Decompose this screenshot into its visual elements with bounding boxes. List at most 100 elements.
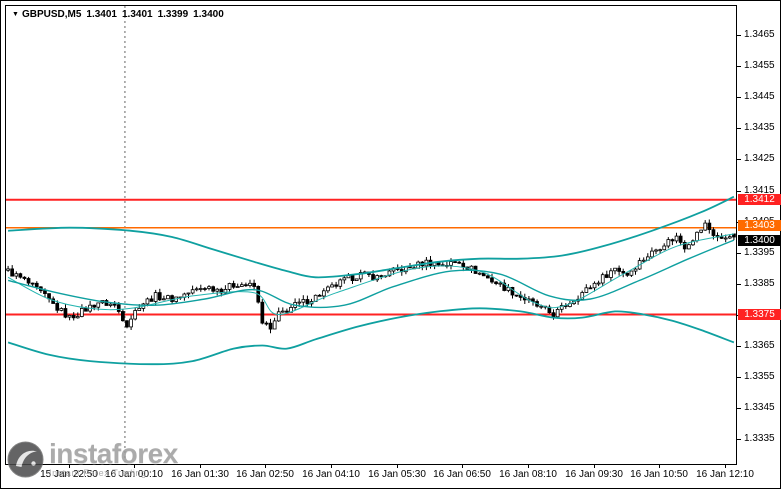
ohlc-high: 1.3401 — [121, 9, 153, 20]
price-tick-mark — [737, 253, 741, 254]
candle-body — [485, 275, 490, 279]
price-tick-mark — [737, 128, 741, 129]
price-tick-mark — [737, 346, 741, 347]
candle-body — [186, 292, 191, 295]
candle-body — [449, 261, 453, 266]
candle-body — [481, 272, 486, 277]
candle-body — [559, 305, 564, 310]
bollinger-middle-line — [7, 239, 735, 309]
candle-body — [321, 290, 326, 297]
price-tick-mark — [737, 97, 741, 98]
candle-body — [161, 298, 166, 301]
price-axis[interactable]: 1.34651.34551.34451.34351.34251.34151.34… — [737, 6, 781, 464]
price-badge-1.3375: 1.3375 — [738, 309, 781, 320]
candle-body — [728, 236, 732, 239]
ohlc-close: 1.3400 — [193, 9, 224, 20]
candle-body — [285, 310, 289, 313]
bollinger-upper-line — [8, 195, 735, 279]
time-tick-mark — [200, 465, 201, 468]
candle-body — [59, 308, 64, 311]
candle-body — [112, 303, 117, 306]
candle-body — [461, 262, 466, 268]
time-axis[interactable]: 15 Jan 22:50 16 Jan 00:10 16 Jan 01:30 16 J… — [5, 465, 754, 490]
candle-body — [6, 268, 10, 271]
time-tick-mark — [331, 465, 332, 468]
candle-body — [375, 275, 380, 281]
candle-body — [580, 292, 585, 300]
candle-body — [584, 287, 589, 293]
candle-body — [235, 286, 240, 288]
candle-body — [80, 307, 84, 317]
price-badge-1.3412: 1.3412 — [738, 194, 781, 205]
candle-body — [330, 284, 334, 288]
time-axis-label: 16 Jan 09:30 — [565, 469, 623, 480]
candle-body — [670, 239, 675, 242]
candle-body — [617, 267, 622, 272]
candle-body — [166, 295, 170, 300]
price-axis-label: 1.3415 — [744, 185, 775, 196]
time-tick-mark — [659, 465, 660, 468]
candle-body — [305, 299, 310, 305]
candle-body — [252, 282, 256, 287]
candle-body — [457, 261, 462, 264]
candle-body — [674, 235, 679, 242]
candle-body — [198, 288, 203, 290]
candle-body — [264, 322, 269, 325]
candle-body — [350, 275, 355, 281]
time-axis-label: 16 Jan 10:50 — [630, 469, 688, 480]
time-axis-label: 16 Jan 04:10 — [302, 469, 360, 480]
candle-body — [719, 236, 724, 239]
candle-body — [654, 249, 658, 252]
candle-body — [133, 310, 137, 320]
symbol-marker-icon: ▼ — [12, 11, 19, 18]
time-tick-mark — [462, 465, 463, 468]
candle-body — [477, 272, 482, 275]
time-axis-label: 16 Jan 05:30 — [368, 469, 426, 480]
chart-plot-area[interactable]: ▼ GBPUSD,M5 1.3401 1.3401 1.3399 1.3400 — [5, 5, 737, 465]
candle-body — [490, 277, 494, 283]
ohlc-low: 1.3399 — [157, 9, 189, 20]
time-axis-label: 16 Jan 00:10 — [105, 469, 163, 480]
candle-body — [301, 299, 306, 303]
candle-body — [596, 282, 601, 285]
time-tick-mark — [69, 465, 70, 468]
time-axis-label: 16 Jan 01:30 — [171, 469, 229, 480]
candle-body — [662, 245, 667, 251]
candle-body — [494, 281, 498, 285]
candle-body — [342, 277, 347, 281]
price-axis-label: 1.3395 — [744, 247, 775, 258]
price-axis-label: 1.3435 — [744, 122, 775, 133]
candle-body — [436, 262, 441, 266]
price-tick-mark — [737, 66, 741, 67]
candle-body — [317, 294, 322, 297]
candle-body — [358, 272, 363, 280]
candle-body — [75, 316, 80, 319]
time-tick-mark — [397, 465, 398, 468]
candle-body — [231, 283, 236, 288]
price-badge-1.3400: 1.3400 — [738, 235, 781, 246]
candle-body — [625, 272, 630, 276]
candle-body — [711, 229, 716, 236]
candle-body — [137, 307, 142, 311]
price-tick-mark — [737, 377, 741, 378]
candle-body — [227, 283, 232, 290]
candle-body — [10, 268, 14, 277]
candle-body — [502, 282, 507, 291]
price-tick-mark — [737, 439, 741, 440]
candle-body — [145, 298, 150, 305]
candle-body — [96, 302, 101, 308]
candle-body — [116, 304, 121, 312]
candle-body — [67, 314, 72, 318]
price-axis-label: 1.3335 — [744, 433, 775, 444]
candle-body — [272, 320, 277, 330]
candle-body — [71, 314, 76, 319]
ohlc-open: 1.3401 — [86, 9, 117, 20]
candlestick-chart-canvas[interactable] — [6, 6, 736, 464]
candle-body — [108, 303, 113, 306]
candle-body — [43, 290, 47, 295]
candle-body — [371, 274, 375, 281]
candle-body — [211, 286, 215, 292]
candle-body — [239, 284, 244, 287]
candle-body — [297, 301, 302, 304]
candle-body — [326, 286, 330, 292]
